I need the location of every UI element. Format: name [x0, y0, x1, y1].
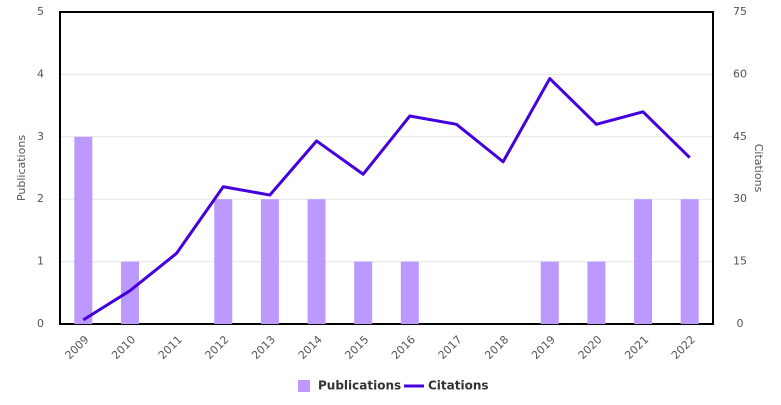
- bar: [634, 199, 653, 324]
- x-tick-label: 2012: [203, 333, 232, 362]
- x-tick-label: 2020: [576, 333, 605, 362]
- bar: [307, 199, 326, 324]
- y-tick-label: 1: [37, 255, 44, 268]
- legend-label: Publications: [318, 379, 401, 393]
- x-tick-label: 2014: [296, 333, 325, 362]
- y-tick-label: 3: [37, 130, 44, 143]
- y-tick-label: 0: [37, 317, 44, 330]
- y2-tick-label: 0: [737, 317, 744, 330]
- bar: [354, 261, 373, 324]
- x-tick-label: 2010: [109, 333, 138, 362]
- bar: [540, 261, 559, 324]
- x-tick-label: 2013: [249, 333, 278, 362]
- y-tick-label: 4: [37, 67, 44, 80]
- y-axis-label: Publications: [15, 135, 28, 201]
- x-tick-label: 2011: [156, 333, 185, 362]
- y2-tick-label: 45: [733, 130, 747, 143]
- line: [82, 77, 691, 322]
- y2-tick-label: 60: [733, 67, 747, 80]
- y2-tick-label: 30: [733, 192, 747, 205]
- bar: [587, 261, 606, 324]
- x-tick-label: 2018: [482, 333, 511, 362]
- x-tick-label: 2016: [389, 333, 418, 362]
- x-tick-label: 2019: [529, 333, 558, 362]
- bar: [120, 261, 139, 324]
- y2-axis-label: Citations: [752, 144, 765, 193]
- bar: [214, 199, 233, 324]
- x-tick-label: 2009: [63, 333, 92, 362]
- x-tick-label: 2021: [622, 333, 651, 362]
- bar: [74, 136, 93, 324]
- y2-tick-label: 75: [733, 5, 747, 18]
- x-tick-label: 2015: [342, 333, 371, 362]
- legend-label: Citations: [428, 379, 489, 393]
- bar: [260, 199, 279, 324]
- y-tick-label: 2: [37, 192, 44, 205]
- bar: [400, 261, 419, 324]
- x-tick-label: 2017: [436, 333, 465, 362]
- x-tick-label: 2022: [669, 333, 698, 362]
- plot-frame: [59, 11, 714, 325]
- legend-swatch: [298, 380, 310, 392]
- y-tick-label: 5: [37, 5, 44, 18]
- bar: [680, 199, 699, 324]
- y2-tick-label: 15: [733, 255, 747, 268]
